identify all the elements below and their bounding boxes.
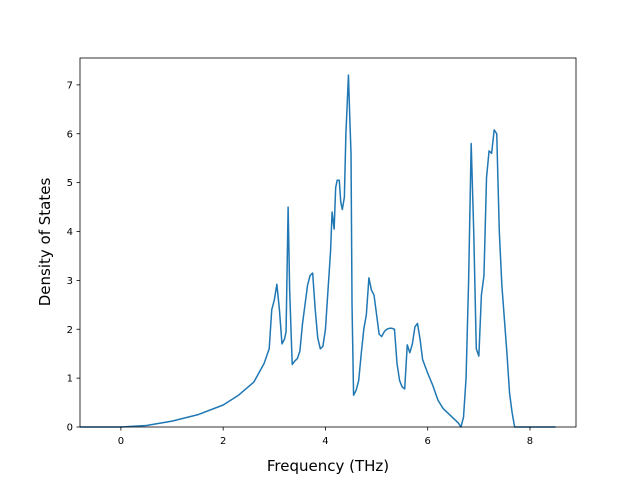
axes-layer: 0 2 4 6 8 0 1 2 3 4 5 6 7: [67, 57, 577, 447]
x-tick-label: 2: [220, 436, 226, 447]
y-tick-label: 5: [67, 178, 73, 189]
y-tick-label: 2: [67, 325, 73, 336]
x-tick-label: 8: [527, 436, 533, 447]
y-axis-label: Density of States: [36, 178, 54, 307]
y-tick-label: 4: [67, 227, 73, 238]
series-line-0: [80, 74, 556, 428]
y-tick-label: 7: [67, 80, 73, 91]
x-tick-label: 4: [322, 436, 328, 447]
y-tick-label: 0: [67, 423, 73, 434]
y-tick-label: 1: [67, 374, 73, 385]
x-tick-label: 6: [425, 436, 431, 447]
x-tick-label: 0: [118, 436, 124, 447]
y-tick-label: 3: [67, 276, 73, 287]
y-tick-label: 6: [67, 129, 73, 140]
series-layer: [80, 74, 556, 428]
axes-frame: [79, 57, 577, 428]
x-axis-label: Frequency (THz): [267, 457, 389, 475]
